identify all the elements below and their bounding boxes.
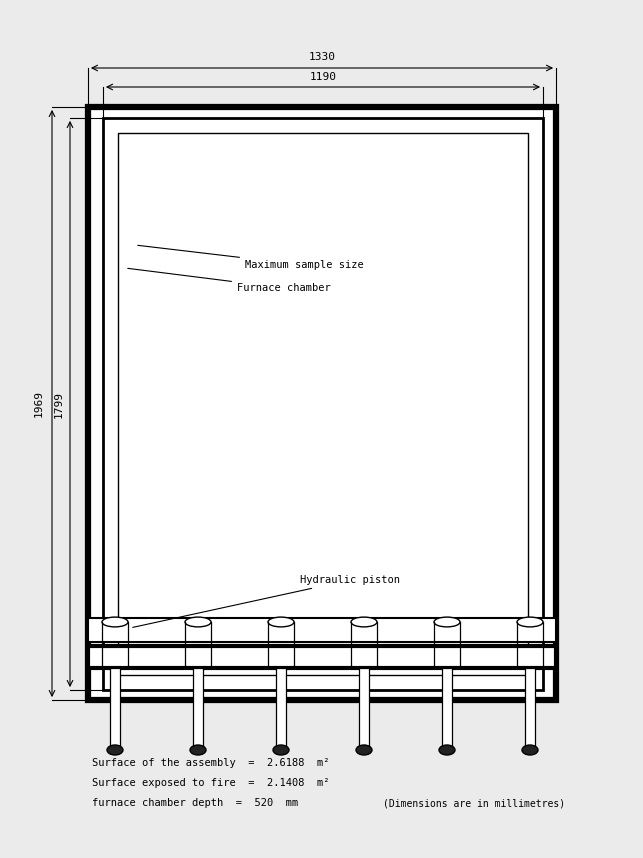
Bar — [110, 668, 120, 750]
Bar — [103, 118, 543, 690]
Text: Surface exposed to fire  =  2.1408  m²: Surface exposed to fire = 2.1408 m² — [92, 778, 329, 788]
Ellipse shape — [351, 617, 377, 627]
Bar — [525, 668, 535, 750]
Text: Maximum sample size: Maximum sample size — [138, 245, 364, 270]
Bar — [118, 133, 528, 675]
Bar — [88, 107, 556, 700]
Text: Surface of the assembly  =  2.6188  m²: Surface of the assembly = 2.6188 m² — [92, 758, 329, 768]
Text: 1190: 1190 — [309, 72, 336, 82]
Text: (Dimensions are in millimetres): (Dimensions are in millimetres) — [383, 798, 565, 808]
Text: Furnace chamber: Furnace chamber — [128, 269, 331, 293]
Text: furnace chamber depth  =  520  mm: furnace chamber depth = 520 mm — [92, 798, 298, 808]
Bar — [276, 668, 286, 750]
Text: 1330: 1330 — [309, 52, 336, 62]
Ellipse shape — [185, 617, 211, 627]
Bar — [193, 668, 203, 750]
Ellipse shape — [517, 617, 543, 627]
Bar — [88, 618, 556, 642]
Ellipse shape — [522, 745, 538, 755]
Ellipse shape — [102, 617, 128, 627]
Bar — [359, 668, 369, 750]
Text: Hydraulic piston: Hydraulic piston — [132, 575, 400, 627]
Text: 1969: 1969 — [34, 390, 44, 417]
Bar — [442, 668, 452, 750]
Bar — [88, 646, 556, 668]
Ellipse shape — [434, 617, 460, 627]
Ellipse shape — [439, 745, 455, 755]
Ellipse shape — [273, 745, 289, 755]
Ellipse shape — [356, 745, 372, 755]
Ellipse shape — [190, 745, 206, 755]
Ellipse shape — [268, 617, 294, 627]
Text: 1799: 1799 — [54, 390, 64, 418]
Ellipse shape — [107, 745, 123, 755]
